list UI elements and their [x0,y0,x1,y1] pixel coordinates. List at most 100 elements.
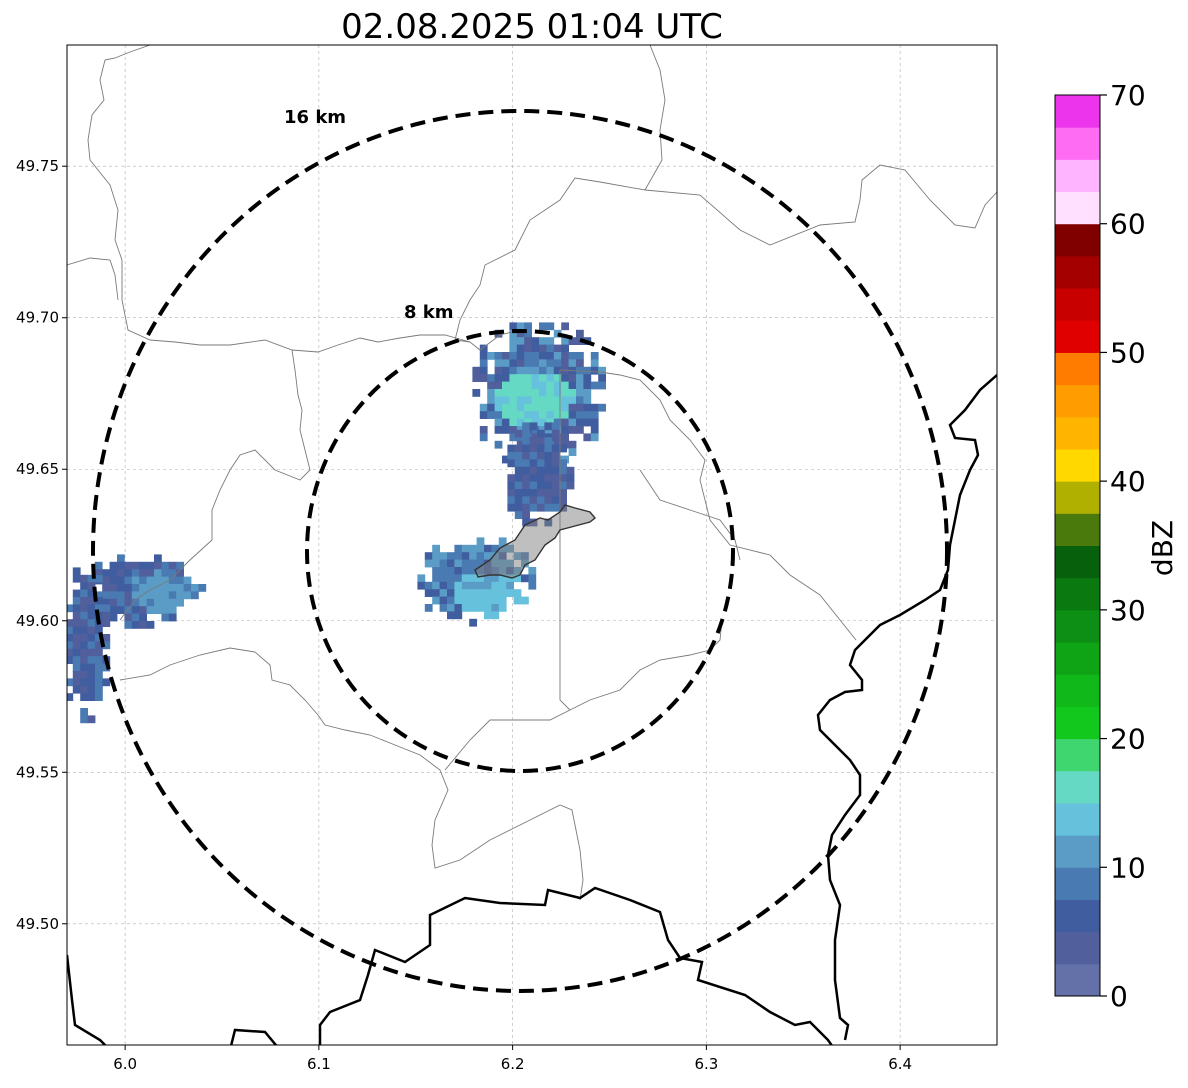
radar-cell [521,596,529,605]
radar-cell [590,426,599,434]
colorbar-swatch [1055,835,1100,868]
radar-cell [87,663,96,672]
colorbar-swatch [1055,545,1100,579]
radar-cell [514,481,523,490]
radar-cell [424,589,433,597]
radar-cell [516,337,525,345]
radar-cell [117,569,125,577]
radar-cell [95,678,103,687]
radar-cell [67,656,74,664]
radar-cell [72,648,81,657]
admin-borders [67,45,997,901]
radar-cell [67,693,74,701]
radar-cell [146,621,155,629]
radar-cell [509,374,518,382]
radar-cell [469,559,477,568]
radar-cell [432,567,440,575]
radar-cell [131,576,140,585]
radar-cell [476,604,485,612]
radar-cell [553,411,562,419]
radar-cell [154,576,162,585]
radar-cell [161,613,170,622]
radar-cell [432,544,440,553]
radar-cell [139,606,147,614]
radar-cell [461,589,470,597]
radar-cell [491,604,500,612]
radar-cell [551,489,560,497]
radar-cell [546,337,555,345]
radar-cell [561,396,569,405]
radar-cell [551,466,560,475]
colorbar-tick-label: 0 [1110,980,1128,1013]
radar-cell [561,411,569,419]
radar-cell [553,352,562,360]
radar-cell [539,359,547,368]
radar-cell [546,411,555,419]
radar-cell [529,444,538,453]
radar-cell [491,544,500,553]
radar-cell [95,656,103,664]
radar-cell [524,403,532,412]
radar-cell [516,403,525,412]
admin-border-inner [559,370,571,711]
radar-cell [559,474,567,482]
radar-cell [461,559,470,568]
radar-cell [154,591,162,600]
radar-cell [576,374,584,382]
radar-cell [561,352,569,360]
radar-cell [551,429,560,438]
radar-cell [102,584,110,592]
radar-cell [522,437,530,445]
radar-cell [487,374,495,382]
radar-cell [95,648,103,657]
radar-cell [67,641,74,650]
radar-cell [80,685,88,694]
radar-cell [87,574,96,583]
radar-cell [524,381,532,390]
radar-cell [146,591,155,600]
radar-cell [461,552,470,560]
radar-cell [583,374,592,382]
radar-cell [502,352,510,360]
radar-cell [131,621,140,629]
radar-cell [528,574,537,583]
radar-cell [506,581,514,590]
radar-cell [522,503,530,512]
radar-cell [509,426,518,434]
radar-cell [531,411,540,419]
radar-cell [537,429,545,438]
radar-cell [516,322,525,331]
radar-cell [479,359,488,368]
radar-cell [469,581,477,590]
radar-cell [522,422,530,431]
radar-cell [502,455,510,464]
admin-border-south-east [444,619,723,771]
radar-cell [94,569,103,577]
radar-cell [80,597,88,605]
radar-cell [537,481,545,490]
admin-border-center-west [119,349,311,621]
radar-cell [509,359,518,368]
radar-cell [516,381,525,390]
radar-cell [494,440,503,449]
colorbar-tick-label: 70 [1110,79,1146,112]
radar-cell [87,693,96,701]
radar-cell [67,678,74,687]
radar-cell [72,678,81,687]
radar-cell [476,596,485,605]
radar-cell [447,589,455,597]
colorbar-swatch [1055,802,1100,836]
radar-cell [590,418,599,427]
radar-cell [439,589,448,597]
radar-cell [590,359,599,368]
radar-cell [117,561,125,570]
radar-cell [494,366,503,375]
radar-cell [484,544,492,553]
colorbar-swatch [1055,577,1100,611]
radar-cell [568,374,577,382]
radar-cell [154,584,162,592]
radar-cell [559,496,567,505]
radar-cell [502,396,510,405]
radar-cell [537,496,545,505]
radar-cell [502,403,510,412]
